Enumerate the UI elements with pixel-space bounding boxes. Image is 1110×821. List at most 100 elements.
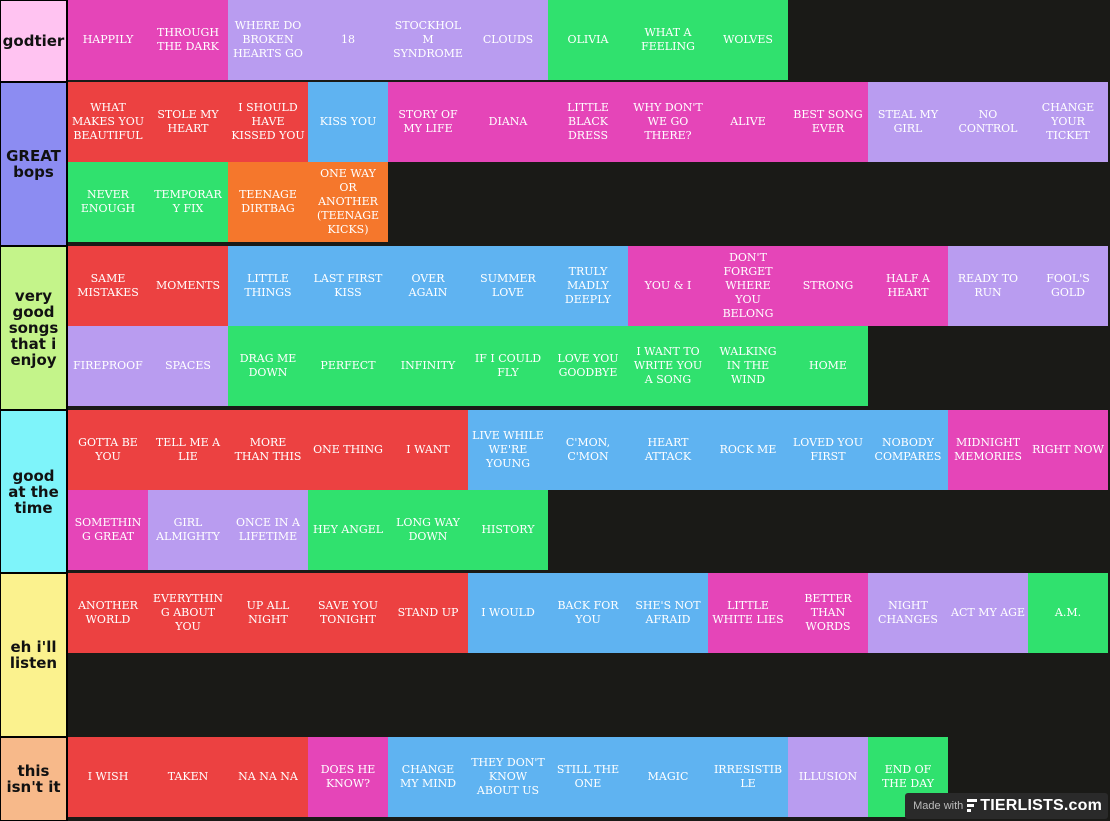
tier-item[interactable]: NO CONTROL bbox=[948, 82, 1028, 162]
tier-item[interactable]: LOVED YOU FIRST bbox=[788, 410, 868, 490]
tier-item[interactable]: ALIVE bbox=[708, 82, 788, 162]
tier-item[interactable]: THROUGH THE DARK bbox=[148, 0, 228, 80]
tier-item[interactable]: STILL THE ONE bbox=[548, 737, 628, 817]
tier-item[interactable]: MORE THAN THIS bbox=[228, 410, 308, 490]
tier-item[interactable]: STEAL MY GIRL bbox=[868, 82, 948, 162]
tier-item[interactable]: OLIVIA bbox=[548, 0, 628, 80]
tier-item[interactable]: LITTLE WHITE LIES bbox=[708, 573, 788, 653]
tier-item[interactable]: DRAG ME DOWN bbox=[228, 326, 308, 406]
tier-item[interactable]: RIGHT NOW bbox=[1028, 410, 1108, 490]
tier-item[interactable]: PERFECT bbox=[308, 326, 388, 406]
tier-item[interactable]: 18 bbox=[308, 0, 388, 80]
tier-item[interactable]: NEVER ENOUGH bbox=[68, 162, 148, 242]
tier-item[interactable]: TELL ME A LIE bbox=[148, 410, 228, 490]
tier-item[interactable]: STOCKHOLM SYNDROME bbox=[388, 0, 468, 80]
tier-item[interactable]: TEENAGE DIRTBAG bbox=[228, 162, 308, 242]
tier-item[interactable]: SOMETHING GREAT bbox=[68, 490, 148, 570]
tier-item[interactable]: BETTER THAN WORDS bbox=[788, 573, 868, 653]
made-with-watermark[interactable]: Made with TIERLISTS.com bbox=[905, 793, 1108, 819]
tier-item[interactable]: GOTTA BE YOU bbox=[68, 410, 148, 490]
tier-item[interactable]: ROCK ME bbox=[708, 410, 788, 490]
tier-label[interactable]: this isn't it bbox=[0, 737, 68, 821]
tier-item[interactable]: IF I COULD FLY bbox=[468, 326, 548, 406]
tier-item[interactable]: INFINITY bbox=[388, 326, 468, 406]
tier-item[interactable]: WOLVES bbox=[708, 0, 788, 80]
tier-item[interactable]: FIREPROOF bbox=[68, 326, 148, 406]
tier-item[interactable]: STAND UP bbox=[388, 573, 468, 653]
tier-item[interactable]: I WOULD bbox=[468, 573, 548, 653]
tier-item[interactable]: MAGIC bbox=[628, 737, 708, 817]
tier-item[interactable]: I WANT bbox=[388, 410, 468, 490]
tier-item[interactable]: SAVE YOU TONIGHT bbox=[308, 573, 388, 653]
tier-item[interactable]: CHANGE YOUR TICKET bbox=[1028, 82, 1108, 162]
tier-item[interactable]: TAKEN bbox=[148, 737, 228, 817]
tier-item[interactable]: HOME bbox=[788, 326, 868, 406]
tier-item[interactable]: WHAT MAKES YOU BEAUTIFUL bbox=[68, 82, 148, 162]
tier-items: SAME MISTAKES MOMENTS LITTLE THINGS LAST FI… bbox=[68, 246, 1110, 410]
tier-item[interactable]: WHY DON'T WE GO THERE? bbox=[628, 82, 708, 162]
tier-item[interactable]: ONE THING bbox=[308, 410, 388, 490]
tier-item[interactable]: SHE'S NOT AFRAID bbox=[628, 573, 708, 653]
tier-item[interactable]: KISS YOU bbox=[308, 82, 388, 162]
tier-item[interactable]: LOVE YOU GOODBYE bbox=[548, 326, 628, 406]
tier-item[interactable]: I WANT TO WRITE YOU A SONG bbox=[628, 326, 708, 406]
tier-item[interactable]: STOLE MY HEART bbox=[148, 82, 228, 162]
tier-item[interactable]: SPACES bbox=[148, 326, 228, 406]
made-with-text: Made with bbox=[913, 800, 964, 812]
tier-item[interactable]: TRULY MADLY DEEPLY bbox=[548, 246, 628, 326]
tier-label[interactable]: godtier bbox=[0, 0, 68, 82]
tier-item[interactable]: C'MON, C'MON bbox=[548, 410, 628, 490]
tier-item[interactable]: FOOL'S GOLD bbox=[1028, 246, 1108, 326]
tier-item[interactable]: EVERYTHING ABOUT YOU bbox=[148, 573, 228, 653]
tier-item[interactable]: BACK FOR YOU bbox=[548, 573, 628, 653]
tier-item[interactable]: DON'T FORGET WHERE YOU BELONG bbox=[708, 246, 788, 326]
tier-item[interactable]: IRRESISTIBLE bbox=[708, 737, 788, 817]
tier-item[interactable]: LITTLE THINGS bbox=[228, 246, 308, 326]
tier-item[interactable]: GIRL ALMIGHTY bbox=[148, 490, 228, 570]
tier-item[interactable]: WHERE DO BROKEN HEARTS GO bbox=[228, 0, 308, 80]
tier-item[interactable]: MOMENTS bbox=[148, 246, 228, 326]
tier-item[interactable]: ILLUSION bbox=[788, 737, 868, 817]
tier-item[interactable]: WALKING IN THE WIND bbox=[708, 326, 788, 406]
tier-item[interactable]: DIANA bbox=[468, 82, 548, 162]
tier-item[interactable]: OVER AGAIN bbox=[388, 246, 468, 326]
tier-item[interactable]: UP ALL NIGHT bbox=[228, 573, 308, 653]
tier-label[interactable]: eh i'll listen bbox=[0, 573, 68, 737]
tier-item[interactable]: YOU & I bbox=[628, 246, 708, 326]
tier-item[interactable]: LONG WAY DOWN bbox=[388, 490, 468, 570]
tier-item[interactable]: ONCE IN A LIFETIME bbox=[228, 490, 308, 570]
tier-item[interactable]: STORY OF MY LIFE bbox=[388, 82, 468, 162]
tier-item[interactable]: READY TO RUN bbox=[948, 246, 1028, 326]
tier-item[interactable]: HEART ATTACK bbox=[628, 410, 708, 490]
tier-item[interactable]: A.M. bbox=[1028, 573, 1108, 653]
tier-label[interactable]: GREAT bops bbox=[0, 82, 68, 246]
tier-item[interactable]: NOBODY COMPARES bbox=[868, 410, 948, 490]
tier-item[interactable]: CHANGE MY MIND bbox=[388, 737, 468, 817]
tier-item[interactable]: SUMMER LOVE bbox=[468, 246, 548, 326]
tier-item[interactable]: NA NA NA bbox=[228, 737, 308, 817]
tier-item[interactable]: DOES HE KNOW? bbox=[308, 737, 388, 817]
tier-item[interactable]: HEY ANGEL bbox=[308, 490, 388, 570]
tier-item[interactable]: HISTORY bbox=[468, 490, 548, 570]
tier-item[interactable]: MIDNIGHT MEMORIES bbox=[948, 410, 1028, 490]
tier-item[interactable]: ANOTHER WORLD bbox=[68, 573, 148, 653]
tier-item[interactable]: CLOUDS bbox=[468, 0, 548, 80]
tier-item[interactable]: SAME MISTAKES bbox=[68, 246, 148, 326]
tier-item[interactable]: ACT MY AGE bbox=[948, 573, 1028, 653]
tier-label[interactable]: very good songs that i enjoy bbox=[0, 246, 68, 410]
tier-item[interactable]: NIGHT CHANGES bbox=[868, 573, 948, 653]
tier-item[interactable]: THEY DON'T KNOW ABOUT US bbox=[468, 737, 548, 817]
tier-label[interactable]: good at the time bbox=[0, 410, 68, 573]
tier-item[interactable]: LAST FIRST KISS bbox=[308, 246, 388, 326]
tier-item[interactable]: TEMPORARY FIX bbox=[148, 162, 228, 242]
tier-item[interactable]: LITTLE BLACK DRESS bbox=[548, 82, 628, 162]
tier-item[interactable]: I WISH bbox=[68, 737, 148, 817]
tier-item[interactable]: STRONG bbox=[788, 246, 868, 326]
tier-item[interactable]: ONE WAY OR ANOTHER (TEENAGE KICKS) bbox=[308, 162, 388, 242]
tier-item[interactable]: WHAT A FEELING bbox=[628, 0, 708, 80]
tier-item[interactable]: BEST SONG EVER bbox=[788, 82, 868, 162]
tier-item[interactable]: LIVE WHILE WE'RE YOUNG bbox=[468, 410, 548, 490]
tier-item[interactable]: I SHOULD HAVE KISSED YOU bbox=[228, 82, 308, 162]
tier-item[interactable]: HALF A HEART bbox=[868, 246, 948, 326]
tier-item[interactable]: HAPPILY bbox=[68, 0, 148, 80]
